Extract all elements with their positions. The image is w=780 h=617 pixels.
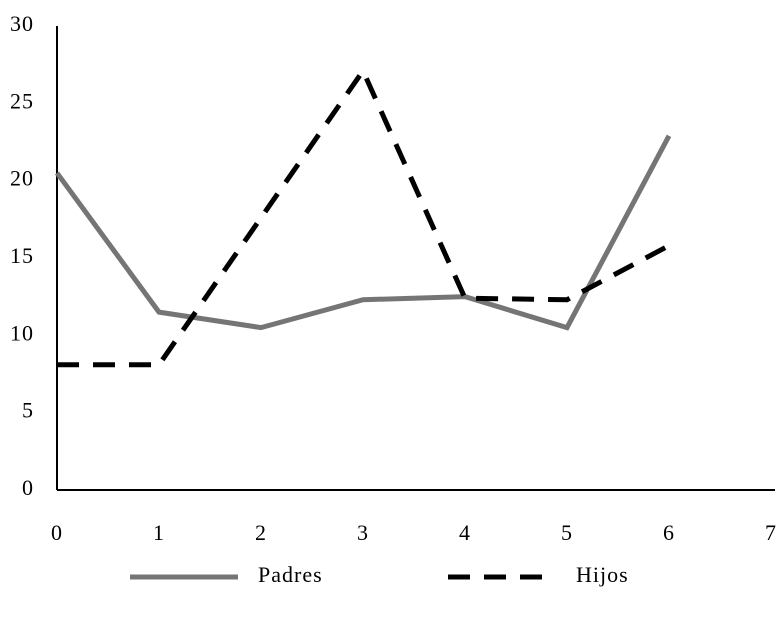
x-tick-label: 5 <box>561 520 573 545</box>
series-line <box>57 65 671 368</box>
x-tick-label: 4 <box>459 520 471 545</box>
x-tick-label: 6 <box>663 520 675 545</box>
x-tick-label: 2 <box>255 520 267 545</box>
y-tick-label: 30 <box>10 11 34 36</box>
y-tick-label: 10 <box>10 320 34 345</box>
series-line <box>54 134 672 331</box>
x-tick-label: 0 <box>51 520 63 545</box>
y-tick-label: 15 <box>10 243 34 268</box>
y-tick-label: 5 <box>22 398 34 423</box>
legend-label: Hijos <box>576 562 629 587</box>
x-tick-label: 7 <box>765 520 777 545</box>
x-tick-label: 3 <box>357 520 369 545</box>
y-tick-label: 25 <box>10 88 34 113</box>
legend-label: Padres <box>258 562 323 587</box>
y-tick-label: 0 <box>22 475 34 500</box>
y-tick-label: 20 <box>10 166 34 191</box>
x-tick-label: 1 <box>153 520 165 545</box>
